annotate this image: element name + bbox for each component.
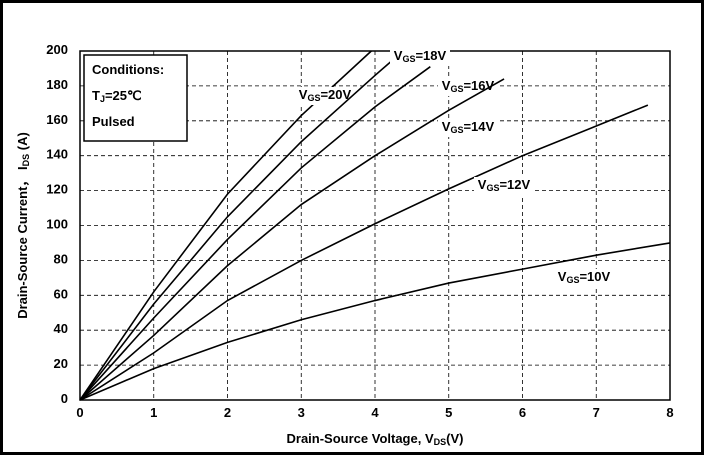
y-tick-label: 60 — [54, 287, 68, 302]
curve — [79, 55, 398, 401]
condition-text: Conditions: — [92, 62, 164, 77]
condition-text: Pulsed — [92, 114, 135, 129]
y-tick-label: 0 — [61, 391, 68, 406]
y-tick-label: 100 — [46, 217, 68, 232]
x-axis-label: Drain-Source Voltage, VDS(V) — [287, 431, 464, 447]
curve — [79, 242, 671, 401]
label-bg — [554, 269, 614, 287]
conditions-box — [83, 54, 188, 142]
y-tick-label: 80 — [54, 252, 68, 267]
series-label: VGS=12V — [478, 177, 531, 193]
x-tick-label: 4 — [371, 405, 379, 420]
y-axis-label: Drain-Source Current， IDS (A) — [15, 132, 31, 319]
x-tick-label: 7 — [593, 405, 600, 420]
y-tick-label: 20 — [54, 357, 68, 372]
x-tick-label: 5 — [445, 405, 452, 420]
y-tick-label: 120 — [46, 182, 68, 197]
x-tick-label: 0 — [76, 405, 83, 420]
x-tick-label: 2 — [224, 405, 231, 420]
plot-border — [79, 50, 671, 401]
condition-text: TJ=25℃ — [92, 88, 142, 104]
series-label: VGS=16V — [442, 78, 495, 94]
y-tick-label: 160 — [46, 112, 68, 127]
label-bg — [438, 119, 498, 137]
x-tick-label: 6 — [519, 405, 526, 420]
y-tick-label: 200 — [46, 42, 68, 57]
series-label: VGS=10V — [558, 269, 611, 285]
curve — [79, 104, 649, 401]
label-bg — [295, 87, 355, 105]
curve — [79, 78, 505, 401]
series-label: VGS=14V — [442, 119, 495, 135]
x-tick-label: 3 — [298, 405, 305, 420]
y-tick-label: 40 — [54, 322, 68, 337]
series-label: VGS=18V — [394, 48, 447, 64]
y-tick-label: 140 — [46, 147, 68, 162]
y-tick-label: 180 — [46, 77, 68, 92]
series-label: VGS=20V — [299, 87, 352, 103]
label-bg — [474, 177, 534, 195]
x-tick-label: 8 — [666, 405, 673, 420]
x-tick-label: 1 — [150, 405, 157, 420]
label-bg — [390, 48, 450, 66]
curve — [79, 66, 431, 401]
